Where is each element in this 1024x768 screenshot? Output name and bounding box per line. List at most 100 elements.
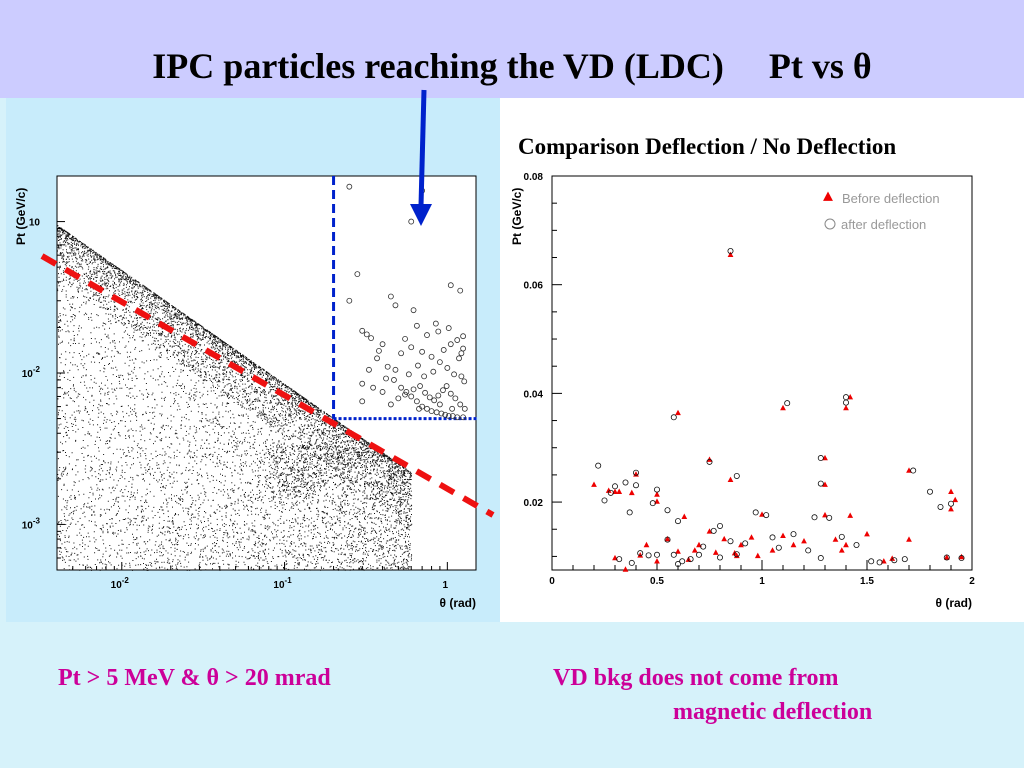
selected-point bbox=[444, 365, 451, 371]
note-right-line1: VD bkg does not come from bbox=[553, 665, 839, 691]
y-tick-label: 0.06 bbox=[524, 281, 544, 292]
selected-point bbox=[417, 383, 423, 389]
selected-point bbox=[408, 218, 415, 225]
arrow-shaft bbox=[418, 89, 427, 207]
selected-point bbox=[391, 377, 397, 383]
selected-point bbox=[458, 373, 465, 380]
selected-point bbox=[447, 282, 454, 289]
x-tick-label: 2 bbox=[969, 576, 975, 587]
before-deflection-point bbox=[832, 536, 839, 542]
selected-point bbox=[368, 335, 374, 342]
x-tick-label: 10-2 bbox=[111, 576, 130, 591]
after-deflection-point bbox=[948, 500, 955, 507]
after-deflection-point bbox=[696, 551, 703, 558]
after-deflection-point bbox=[727, 247, 734, 254]
after-deflection-point bbox=[607, 489, 614, 496]
legend-marker-after bbox=[824, 218, 836, 230]
after-deflection-point bbox=[601, 497, 608, 504]
y-tick-label: 10-3 bbox=[22, 516, 41, 531]
selected-point bbox=[456, 355, 462, 362]
right-scatter-chart: 0 0.5 1 1.5 2 0.02 0.04 0.06 0.08 Before deflecti… bbox=[510, 172, 975, 610]
before-deflection-point bbox=[906, 536, 912, 542]
before-deflection-point bbox=[605, 487, 612, 493]
x-tick-label: 0.5 bbox=[650, 576, 664, 587]
after-deflection-point bbox=[843, 399, 850, 406]
after-deflection-point bbox=[769, 534, 776, 541]
after-deflection-point bbox=[927, 488, 934, 495]
after-deflection-point bbox=[733, 472, 740, 479]
selected-point bbox=[460, 333, 467, 340]
after-deflection-point bbox=[649, 500, 656, 507]
selected-point bbox=[398, 384, 405, 391]
selected-point bbox=[359, 380, 366, 387]
after-deflection-point bbox=[805, 547, 812, 554]
selected-point bbox=[447, 390, 454, 397]
selected-point bbox=[408, 344, 415, 351]
selected-point bbox=[454, 414, 461, 421]
selected-point bbox=[374, 355, 380, 362]
selected-point bbox=[435, 392, 442, 399]
after-deflection-point bbox=[706, 458, 713, 465]
y-tick-label: 10-2 bbox=[22, 365, 41, 380]
after-deflection-point bbox=[811, 514, 818, 521]
after-deflection-point bbox=[853, 542, 860, 549]
title-bar bbox=[0, 0, 1024, 98]
note-left: Pt > 5 MeV & θ > 20 mrad bbox=[58, 665, 331, 691]
legend-label-after: after deflection bbox=[841, 217, 926, 232]
before-deflection-point bbox=[675, 409, 681, 416]
y-tick-label: 0.02 bbox=[524, 498, 544, 509]
before-deflection-point bbox=[843, 541, 849, 548]
after-deflection-point bbox=[868, 558, 875, 565]
x-tick-exponent: -2 bbox=[122, 576, 130, 585]
after-deflection-point bbox=[826, 514, 833, 521]
selected-point bbox=[416, 405, 422, 412]
selected-point bbox=[452, 395, 459, 402]
after-deflection-point bbox=[733, 551, 740, 558]
before-deflection-point bbox=[675, 548, 681, 554]
after-deflection-point bbox=[958, 555, 965, 562]
legend-label-before: Before deflection bbox=[842, 191, 940, 206]
selected-point bbox=[402, 391, 408, 398]
selected-point bbox=[457, 401, 464, 408]
selected-point bbox=[421, 373, 428, 380]
legend-marker-before bbox=[823, 191, 833, 201]
after-deflection-point bbox=[891, 557, 898, 564]
after-deflection-point bbox=[937, 503, 944, 510]
after-deflection-point bbox=[752, 509, 759, 516]
after-deflection-point bbox=[700, 543, 707, 550]
after-deflection-point bbox=[670, 551, 677, 558]
selected-point bbox=[461, 378, 468, 385]
selected-point bbox=[440, 347, 447, 353]
selected-point bbox=[440, 387, 446, 394]
selected-point bbox=[449, 405, 456, 412]
after-deflection-point bbox=[626, 509, 633, 516]
after-deflection-point bbox=[622, 479, 629, 486]
note-right-line2: magnetic deflection bbox=[673, 699, 873, 725]
slide-title: IPC particles reaching the VD (LDC) Pt v… bbox=[152, 46, 872, 86]
selected-point bbox=[366, 366, 372, 373]
before-deflection-point bbox=[628, 489, 635, 496]
after-deflection-point bbox=[687, 556, 694, 563]
after-deflection-point bbox=[763, 512, 770, 519]
after-deflection-point bbox=[633, 469, 640, 476]
before-deflection-point bbox=[706, 528, 713, 534]
before-deflection-point bbox=[948, 488, 954, 494]
selected-point bbox=[454, 337, 461, 343]
before-deflection-point bbox=[616, 488, 623, 494]
before-deflection-point bbox=[952, 496, 959, 503]
x-axis-label: θ (rad) bbox=[936, 596, 973, 610]
selected-point bbox=[359, 327, 366, 334]
annotation-arrow bbox=[410, 89, 432, 226]
selected-point bbox=[405, 371, 412, 378]
before-deflection-point bbox=[769, 547, 776, 553]
selected-point bbox=[424, 332, 430, 338]
after-deflection-point bbox=[717, 522, 724, 529]
after-deflection-point bbox=[838, 533, 845, 540]
after-deflection-point bbox=[670, 414, 677, 421]
before-deflection-point bbox=[801, 537, 807, 544]
after-deflection-point bbox=[742, 540, 749, 547]
x-tick-label: 1.5 bbox=[860, 576, 874, 587]
x-tick-label: 1 bbox=[443, 580, 449, 591]
y-tick-label: 0.08 bbox=[524, 172, 544, 183]
